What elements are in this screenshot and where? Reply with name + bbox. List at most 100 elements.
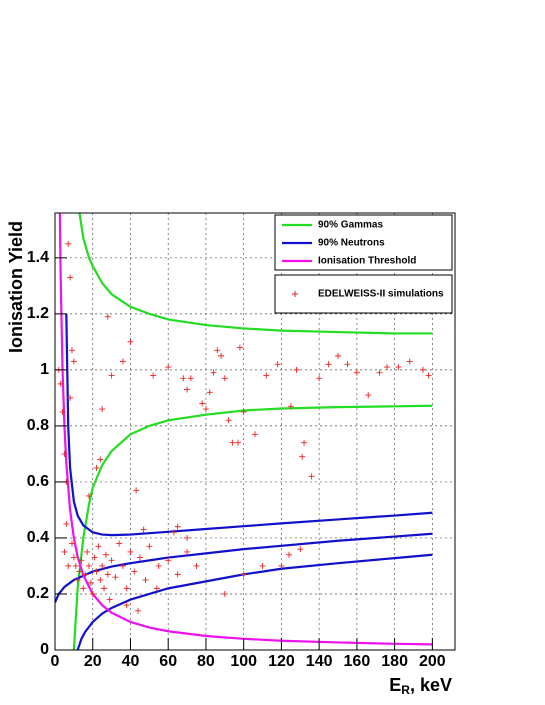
data-point	[235, 439, 242, 446]
data-point	[150, 372, 157, 379]
data-point	[153, 585, 160, 592]
line-series	[58, 213, 433, 646]
data-point	[63, 520, 70, 527]
line-series	[72, 404, 433, 650]
data-point	[218, 352, 225, 359]
data-point	[240, 408, 247, 415]
data-point	[263, 372, 270, 379]
y-axis-label: Ionisation Yield	[6, 221, 26, 353]
data-point	[95, 543, 102, 550]
data-point	[57, 380, 64, 387]
data-point	[116, 540, 123, 547]
data-point	[99, 406, 106, 413]
data-point	[76, 568, 83, 575]
data-point	[170, 529, 177, 536]
data-point	[210, 369, 217, 376]
data-point	[127, 548, 134, 555]
data-point	[104, 313, 111, 320]
x-axis-label: ER, keV	[389, 675, 452, 697]
data-point	[97, 576, 104, 583]
y-tick-label: 0	[40, 641, 49, 658]
data-point	[112, 574, 119, 581]
data-point	[68, 347, 75, 354]
data-point	[293, 366, 300, 373]
data-point	[74, 576, 81, 583]
legend-label: 90% Neutrons	[318, 238, 385, 249]
data-point	[97, 456, 104, 463]
data-point	[146, 543, 153, 550]
x-label-sub: R	[401, 683, 410, 697]
data-point	[252, 431, 258, 438]
legend-label: EDELWEISS-II simulations	[318, 289, 444, 300]
data-point	[174, 523, 181, 530]
data-point	[287, 403, 294, 410]
data-point	[419, 366, 426, 373]
data-point	[274, 361, 281, 368]
data-point	[67, 394, 74, 401]
data-point	[225, 417, 232, 424]
y-tick-label: 1.4	[27, 249, 49, 266]
data-point	[259, 562, 266, 569]
data-point	[384, 364, 391, 371]
data-point	[72, 562, 79, 569]
data-point	[395, 364, 402, 371]
x-tick-label: 180	[381, 653, 408, 670]
y-tick-label: 0.8	[27, 417, 49, 434]
y-tick-label: 1.2	[27, 305, 49, 322]
data-point	[180, 375, 187, 382]
data-point	[93, 464, 100, 471]
plot-area	[55, 213, 433, 650]
x-tick-label: 20	[84, 653, 102, 670]
data-point	[236, 344, 243, 351]
data-point	[335, 352, 342, 359]
data-point	[99, 562, 106, 569]
data-point	[229, 439, 236, 446]
data-point	[70, 554, 77, 561]
data-point	[221, 590, 228, 597]
data-point	[89, 590, 96, 597]
data-point	[165, 364, 172, 371]
x-tick-label: 140	[306, 653, 333, 670]
data-point	[85, 492, 92, 499]
data-point	[123, 602, 130, 609]
data-point	[78, 557, 85, 564]
data-point	[193, 562, 200, 569]
y-tick-label: 0.4	[27, 529, 49, 546]
data-point	[325, 361, 332, 368]
x-tick-label: 60	[159, 653, 177, 670]
legend-marker	[292, 291, 298, 297]
data-point	[406, 358, 413, 365]
legend-box	[274, 274, 453, 314]
frame	[54, 212, 456, 651]
x-tick-label: 120	[268, 653, 295, 670]
x-label-main: E	[389, 675, 401, 695]
data-point	[214, 347, 221, 354]
data-point	[61, 548, 68, 555]
data-point	[101, 585, 108, 592]
data-point	[221, 375, 228, 382]
data-point	[240, 571, 247, 578]
data-point	[376, 369, 383, 376]
data-point	[59, 408, 66, 415]
data-point	[108, 557, 115, 564]
line-series	[65, 313, 433, 537]
data-point	[301, 439, 308, 446]
data-point	[70, 358, 77, 365]
data-point	[299, 453, 306, 460]
data-point	[206, 389, 213, 396]
line-series	[76, 553, 433, 650]
data-point	[135, 607, 142, 614]
data-point	[353, 369, 360, 376]
data-point	[278, 562, 285, 569]
line-series	[55, 532, 433, 603]
y-tick-label: 1	[40, 361, 49, 378]
data-point	[202, 406, 209, 413]
line-series	[78, 213, 433, 335]
data-point	[87, 579, 94, 586]
x-label-rest: , keV	[410, 675, 452, 695]
data-point	[165, 557, 172, 564]
data-point	[67, 274, 74, 281]
x-tick-label: 40	[122, 653, 140, 670]
data-point	[285, 551, 292, 558]
